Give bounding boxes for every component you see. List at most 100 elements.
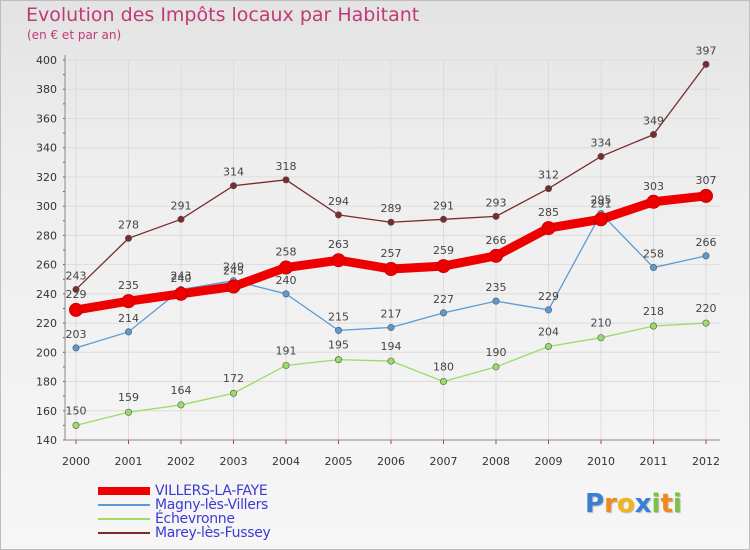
data-label: 245	[223, 265, 244, 278]
legend-item: Magny-lès-Villers	[98, 497, 338, 513]
data-point	[72, 285, 80, 293]
x-tick-label: 2007	[430, 455, 458, 468]
data-point	[544, 185, 552, 193]
chart-subtitle: (en € et par an)	[27, 28, 122, 42]
data-point	[334, 326, 342, 334]
data-label: 210	[591, 317, 612, 330]
x-tick-label: 2000	[62, 455, 90, 468]
data-label: 190	[486, 346, 507, 359]
data-label: 349	[643, 115, 664, 128]
data-point	[544, 342, 552, 350]
y-tick-label: 200	[36, 346, 57, 359]
legend-label: Échevronne	[155, 511, 235, 527]
legend-label: Magny-lès-Villers	[155, 497, 269, 513]
data-label: 258	[643, 248, 664, 261]
data-point	[439, 215, 447, 223]
data-label: 229	[66, 288, 87, 301]
data-point-main	[121, 294, 136, 309]
y-tick-label: 220	[36, 317, 57, 330]
data-label: 303	[643, 180, 664, 193]
x-tick-label: 2011	[640, 455, 668, 468]
data-point	[597, 334, 605, 342]
data-label: 180	[433, 361, 454, 374]
data-label: 397	[696, 44, 717, 57]
data-label: 235	[118, 279, 139, 292]
x-tick-label: 2002	[167, 455, 195, 468]
data-point	[702, 319, 710, 327]
data-label: 285	[538, 206, 559, 219]
x-tick-label: 2009	[535, 455, 563, 468]
x-tick-label: 2001	[115, 455, 143, 468]
data-point	[492, 363, 500, 371]
legend-label: Marey-lès-Fussey	[155, 525, 271, 541]
y-tick-label: 360	[36, 112, 57, 125]
data-point	[439, 378, 447, 386]
data-point	[702, 60, 710, 68]
data-point	[177, 215, 185, 223]
data-label: 312	[538, 169, 559, 182]
y-tick-label: 260	[36, 259, 57, 272]
data-label: 318	[276, 160, 297, 173]
legend-swatch	[98, 518, 150, 520]
x-tick-label: 2006	[377, 455, 405, 468]
data-point	[282, 290, 290, 298]
data-point-main	[436, 259, 451, 274]
data-label: 203	[66, 328, 87, 341]
data-point	[649, 322, 657, 330]
data-point	[125, 328, 133, 336]
data-label: 249	[223, 261, 244, 274]
x-tick-label: 2004	[272, 455, 300, 468]
data-label: 266	[486, 234, 507, 247]
x-tick-label: 2003	[220, 455, 248, 468]
data-point-main	[594, 212, 608, 227]
data-point	[72, 344, 80, 352]
data-label: 295	[591, 193, 612, 206]
data-point-main	[646, 194, 661, 209]
data-point-main	[489, 248, 503, 263]
data-point	[492, 297, 500, 305]
data-label: 229	[538, 290, 559, 303]
legend: VILLERS-LA-FAYE Magny-lès-Villers Échevron…	[98, 483, 338, 541]
data-point	[334, 211, 342, 219]
data-label: 289	[381, 202, 402, 215]
data-point	[387, 357, 395, 365]
data-label: 278	[118, 218, 139, 231]
data-point-main	[384, 262, 398, 276]
data-label: 159	[118, 391, 139, 404]
data-point	[649, 131, 657, 139]
y-tick-label: 240	[36, 288, 57, 301]
x-tick-label: 2008	[482, 455, 510, 468]
y-tick-label: 320	[36, 171, 57, 184]
data-point-main	[541, 221, 556, 236]
data-point	[544, 306, 552, 314]
data-label: 258	[276, 246, 297, 259]
chart-title: Evolution des Impôts locaux par Habitant	[26, 4, 420, 26]
x-tick-label: 2010	[587, 455, 615, 468]
y-tick-label: 300	[36, 200, 57, 213]
data-point	[702, 252, 710, 260]
data-label: 214	[118, 312, 139, 325]
data-point	[72, 421, 80, 429]
y-tick-label: 140	[36, 434, 57, 447]
data-label: 194	[381, 340, 402, 353]
legend-item: VILLERS-LA-FAYE	[98, 483, 338, 499]
data-point-main	[174, 286, 188, 301]
logo-letter: x	[634, 489, 652, 519]
data-label: 215	[328, 310, 349, 323]
data-point	[125, 234, 133, 242]
legend-swatch	[98, 487, 150, 495]
data-label: 291	[171, 199, 192, 212]
logo-letter: r	[604, 489, 617, 519]
data-label: 217	[381, 307, 402, 320]
data-point	[387, 323, 395, 331]
proxiti-logo: Proxiti	[585, 489, 682, 519]
y-tick-label: 340	[36, 142, 57, 155]
logo-letter: i	[672, 489, 682, 519]
data-point-main	[699, 188, 713, 203]
data-point	[492, 212, 500, 220]
data-label: 307	[696, 174, 717, 187]
legend-swatch	[98, 504, 150, 506]
logo-letter: P	[585, 489, 605, 519]
data-label: 227	[433, 293, 454, 306]
